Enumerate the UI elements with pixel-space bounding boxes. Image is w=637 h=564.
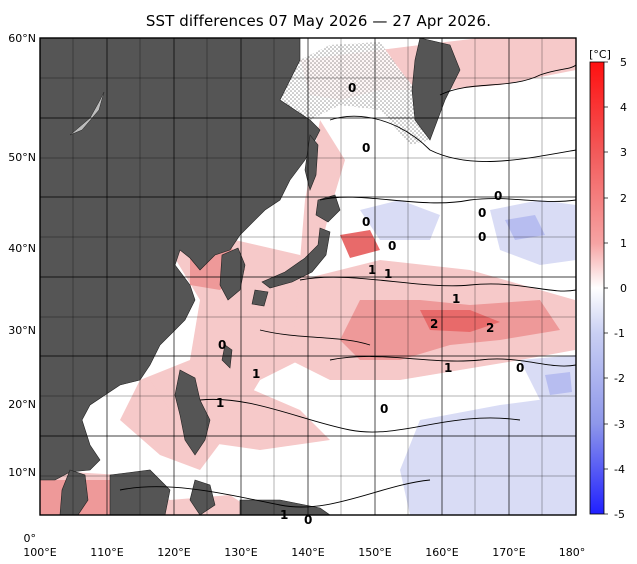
lat-label: 0° [24,532,37,545]
sea-ice-area [280,42,430,145]
contour-lines [119,64,576,508]
colorbar-tick-label: -1 [614,327,625,340]
colorbar-tick-label: 5 [620,56,627,69]
colorbar-tick-label: -4 [614,463,625,476]
contour-label: 1 [444,361,452,375]
colorbar: [°C] 5 4 3 2 1 0 -1 -2 -3 -4 -5 [589,48,627,521]
contour-label: 0 [380,402,388,416]
colorbar-tick-label: 2 [620,192,627,205]
lon-label: 110°E [90,546,123,559]
colorbar-tick-label: -5 [614,508,625,521]
lon-label: 170°E [492,546,525,559]
sulawesi [189,479,216,515]
taiwan [221,344,233,369]
contour-label: 1 [280,508,288,522]
colorbar-tick-label: 3 [620,146,627,159]
contour-label: 1 [368,263,376,277]
colorbar-gradient [589,61,605,515]
japan-honshu [261,227,331,289]
lat-label: 60°N [8,32,36,45]
japan-kyushu [251,289,269,307]
contour-label: 2 [486,321,494,335]
colorbar-tick-label: 4 [620,101,627,114]
contour-label: 0 [362,215,370,229]
contour-value-labels: 0 0 0 0 0 0 0 1 1 1 2 2 1 1 1 0 0 0 1 0 [216,81,524,527]
map-title: SST differences 07 May 2026 — 27 Apr 202… [145,12,492,30]
map-frame [39,37,577,516]
contour-label: 0 [478,230,486,244]
new-guinea [239,499,331,515]
contour-label: 1 [252,367,260,381]
colorbar-tick-label: 0 [620,282,627,295]
colorbar-tick-label: -3 [614,418,625,431]
contour-label: 0 [304,513,312,527]
colorbar-ticks [604,61,608,515]
colorbar-unit: [°C] [589,48,611,61]
lon-label: 130°E [224,546,257,559]
lon-label: 120°E [157,546,190,559]
contour-label: 0 [362,141,370,155]
lat-label: 10°N [8,466,36,479]
philippines [174,369,211,456]
latitude-labels: 60°N 50°N 40°N 30°N 20°N 10°N 0° [8,32,36,545]
lat-label: 30°N [8,324,36,337]
contour-label: 0 [478,206,486,220]
colorbar-tick-label: 1 [620,237,627,250]
contour-label: 0 [388,239,396,253]
longitude-labels: 100°E 110°E 120°E 130°E 140°E 150°E 160°… [23,546,585,559]
contour-label: 1 [384,267,392,281]
cool-mid-regions [505,215,572,395]
lon-label: 160°E [425,546,458,559]
lon-label: 180° [559,546,586,559]
korea-peninsula [219,247,246,301]
colorbar-tick-label: -2 [614,372,625,385]
lat-label: 40°N [8,242,36,255]
contour-label: 0 [516,361,524,375]
lon-label: 100°E [23,546,56,559]
lat-label: 20°N [8,398,36,411]
malay-peninsula [59,469,89,515]
contour-label: 1 [452,292,460,306]
contour-label: 0 [494,189,502,203]
japan-hokkaido [315,194,341,223]
lon-label: 150°E [358,546,391,559]
lat-label: 50°N [8,151,36,164]
graticule [40,38,576,515]
kamchatka [411,38,461,141]
contour-label: 0 [218,338,226,352]
contour-label: 1 [216,396,224,410]
lon-label: 140°E [291,546,324,559]
contour-label: 2 [430,317,438,331]
contour-label: 0 [348,81,356,95]
